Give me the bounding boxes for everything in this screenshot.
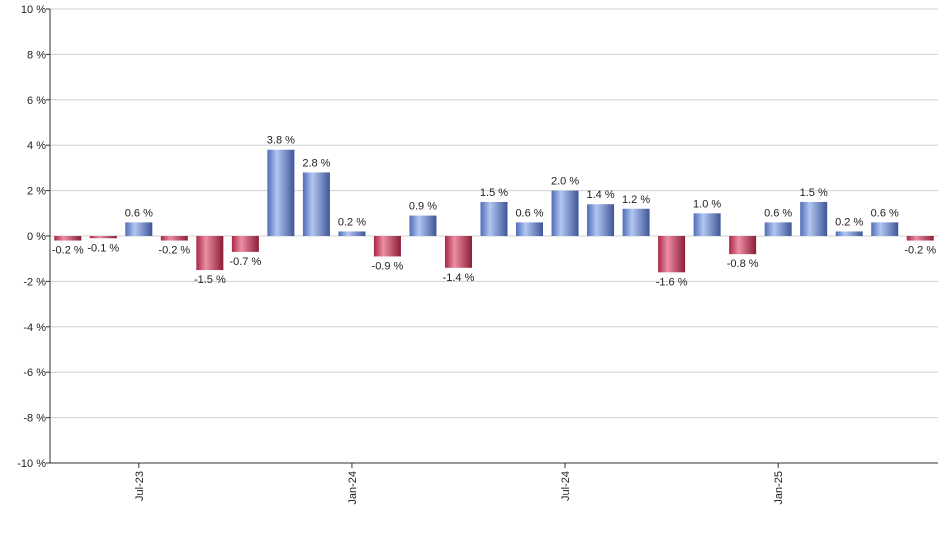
data-label: 2.8 % xyxy=(302,157,330,169)
y-tick-label: 8 % xyxy=(27,49,46,61)
data-label: -0.8 % xyxy=(727,258,759,270)
bar xyxy=(622,208,650,236)
y-tick-label: 4 % xyxy=(27,140,46,152)
data-label: 1.5 % xyxy=(800,187,828,199)
axes: 10 % 8 % 6 % 4 % 2 % 0 % -2 % -4 % -6 % -8 % -10 %… xyxy=(17,4,938,505)
bars xyxy=(54,149,934,273)
bar xyxy=(196,236,224,271)
x-tick-label: Jul-24 xyxy=(560,471,572,501)
data-label: 3.8 % xyxy=(267,135,295,147)
data-label: -0.2 % xyxy=(52,245,84,257)
bar xyxy=(302,172,330,236)
data-label: -0.9 % xyxy=(372,260,404,272)
bar xyxy=(338,231,366,236)
y-tick-label: -10 % xyxy=(17,458,46,470)
data-label: 1.4 % xyxy=(586,189,614,201)
data-label: 2.0 % xyxy=(551,176,579,188)
data-labels: -0.2 % -0.1 %0.6 %-0.2 %-1.5 %-0.7 %3.8 %… xyxy=(52,135,936,289)
y-tick-label: -8 % xyxy=(23,413,46,425)
data-label: -1.4 % xyxy=(443,272,475,284)
data-label: -0.1 % xyxy=(87,242,119,254)
bar xyxy=(373,236,401,257)
bar xyxy=(480,201,508,236)
data-label: -0.2 % xyxy=(904,245,936,257)
bar xyxy=(231,236,259,252)
y-tick-label: 0 % xyxy=(27,231,46,243)
data-label: -0.7 % xyxy=(229,256,261,268)
data-label: 1.2 % xyxy=(622,194,650,206)
bar xyxy=(835,231,863,236)
y-tick-label: 6 % xyxy=(27,95,46,107)
bar xyxy=(871,222,899,236)
data-label: 0.2 % xyxy=(835,216,863,228)
x-tick-label: Jan-25 xyxy=(773,471,785,505)
bar xyxy=(409,215,437,236)
y-tick-label: -2 % xyxy=(23,276,46,288)
x-tick-label: Jul-23 xyxy=(134,471,146,501)
bar xyxy=(800,201,828,236)
bar xyxy=(125,222,153,236)
data-label: -1.6 % xyxy=(656,276,688,288)
bar xyxy=(906,236,934,241)
y-tick-label: -6 % xyxy=(23,367,46,379)
data-label: 0.6 % xyxy=(764,207,792,219)
bar xyxy=(587,204,615,236)
bar xyxy=(764,222,792,236)
data-label: 0.9 % xyxy=(409,201,437,213)
y-tick-label: 10 % xyxy=(21,4,46,16)
data-label: 0.6 % xyxy=(515,207,543,219)
bar xyxy=(160,236,188,241)
bar xyxy=(267,149,295,236)
bar xyxy=(516,222,544,236)
x-tick-label: Jan-24 xyxy=(347,471,359,505)
bar xyxy=(729,236,757,255)
bar xyxy=(693,213,721,236)
data-label: 0.6 % xyxy=(871,207,899,219)
data-label: 1.5 % xyxy=(480,187,508,199)
bar xyxy=(54,236,82,241)
data-label: 0.2 % xyxy=(338,216,366,228)
data-label: 0.6 % xyxy=(125,207,153,219)
y-tick-label: -4 % xyxy=(23,322,46,334)
data-label: 1.0 % xyxy=(693,198,721,210)
bar xyxy=(89,236,117,239)
bar xyxy=(444,236,472,268)
bar xyxy=(551,190,579,236)
bar xyxy=(658,236,686,273)
data-label: -1.5 % xyxy=(194,274,226,286)
y-tick-label: 2 % xyxy=(27,186,46,198)
data-label: -0.2 % xyxy=(158,245,190,257)
